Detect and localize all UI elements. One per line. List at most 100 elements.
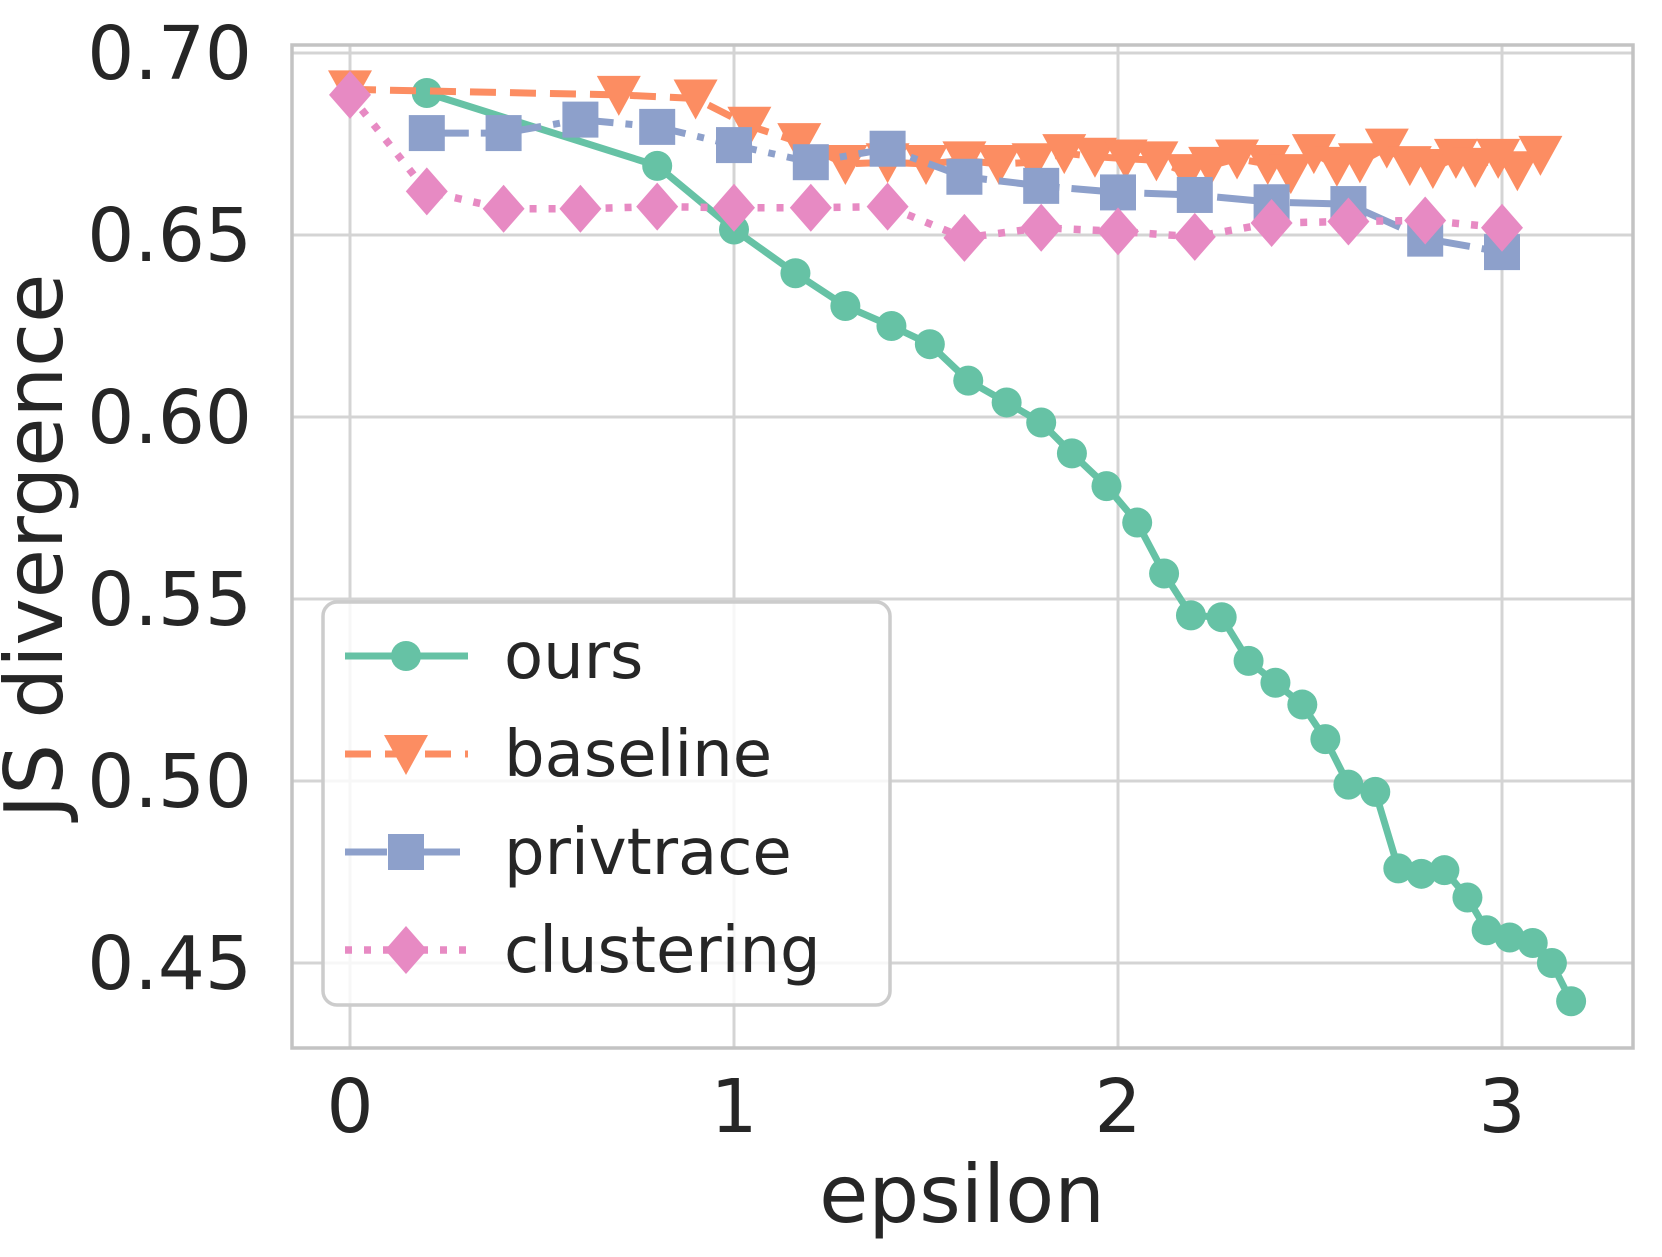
clustering-point bbox=[405, 167, 448, 216]
x-tick-label-1: 1 bbox=[710, 1064, 757, 1150]
y-tick-label-5: 0.45 bbox=[87, 921, 252, 1007]
ours-point bbox=[1406, 858, 1437, 889]
ours-point bbox=[914, 329, 945, 360]
privtrace-point bbox=[1176, 176, 1213, 213]
baseline-point bbox=[1268, 154, 1313, 195]
y-axis-tick-labels: 0.70 0.65 0.60 0.55 0.50 0.45 bbox=[87, 11, 252, 1007]
ours-point bbox=[1494, 922, 1525, 953]
clustering-legend-marker bbox=[385, 926, 427, 974]
privtrace-point bbox=[485, 115, 522, 152]
baseline-point bbox=[777, 123, 822, 164]
x-axis-label: epsilon bbox=[819, 1148, 1105, 1241]
y-tick-label-2: 0.60 bbox=[87, 375, 252, 461]
baseline-point bbox=[823, 145, 868, 186]
privtrace-point bbox=[639, 108, 676, 145]
ours-point bbox=[1122, 507, 1153, 538]
privtrace-point bbox=[1100, 174, 1136, 211]
clustering-point bbox=[866, 182, 909, 231]
ours-point bbox=[1536, 948, 1567, 978]
baseline-point bbox=[1291, 134, 1336, 175]
x-tick-label-2: 2 bbox=[1094, 1064, 1141, 1150]
legend-label-privtrace: privtrace bbox=[504, 816, 792, 890]
ours-point bbox=[1310, 724, 1341, 755]
x-axis-tick-labels: 0 1 2 3 bbox=[326, 1064, 1525, 1150]
ours-point bbox=[1206, 602, 1237, 633]
ours-point bbox=[1471, 915, 1502, 946]
privtrace-point bbox=[716, 127, 752, 164]
baseline-point bbox=[1453, 147, 1498, 188]
legend-box bbox=[321, 600, 892, 1007]
baseline-point bbox=[1364, 128, 1409, 169]
series-baseline bbox=[328, 70, 1563, 195]
baseline-point bbox=[1476, 138, 1521, 179]
ours-point bbox=[953, 365, 984, 396]
clustering-line bbox=[347, 92, 1503, 242]
ours-point bbox=[1517, 927, 1548, 958]
x-tick-label-0: 0 bbox=[326, 1064, 373, 1150]
baseline-point bbox=[1188, 146, 1233, 187]
privtrace-point bbox=[946, 158, 983, 195]
baseline-point bbox=[596, 75, 641, 116]
clustering-point bbox=[943, 213, 986, 262]
clustering-point bbox=[329, 70, 371, 119]
clustering-point bbox=[482, 184, 525, 233]
ours-point bbox=[780, 258, 811, 289]
ours-point bbox=[1260, 667, 1291, 698]
legend-label-baseline: baseline bbox=[504, 718, 772, 792]
plot-border bbox=[290, 43, 1635, 1050]
ours-point bbox=[1026, 407, 1057, 438]
ours-point bbox=[1429, 855, 1460, 886]
clustering-point bbox=[636, 182, 679, 231]
legend-item-baseline: baseline bbox=[345, 718, 772, 792]
legend-item-clustering: clustering bbox=[345, 914, 821, 988]
clustering-point bbox=[789, 183, 832, 232]
clustering-point bbox=[559, 184, 602, 233]
baseline-legend-marker bbox=[384, 735, 428, 775]
clustering-point bbox=[1404, 196, 1447, 245]
legend-label-clustering: clustering bbox=[504, 914, 821, 988]
ours-point bbox=[1175, 600, 1206, 631]
legend-items: ours baseline privtrace clustering bbox=[345, 620, 821, 988]
ours-point bbox=[830, 290, 861, 321]
clustering-point bbox=[713, 183, 755, 232]
baseline-point bbox=[1495, 151, 1540, 192]
ours-point bbox=[1233, 645, 1264, 676]
legend-label-ours: ours bbox=[504, 620, 643, 694]
ours-point bbox=[1149, 558, 1180, 589]
y-axis-label: JS divergence bbox=[0, 274, 81, 824]
clustering-point bbox=[1250, 198, 1293, 247]
ours-point bbox=[1333, 769, 1364, 800]
legend-item-ours: ours bbox=[345, 620, 643, 694]
ours-point bbox=[642, 150, 673, 181]
ours-point bbox=[1383, 853, 1414, 884]
baseline-point bbox=[1072, 137, 1117, 178]
y-tick-label-4: 0.50 bbox=[87, 739, 252, 825]
series-clustering bbox=[329, 70, 1523, 262]
baseline-point bbox=[1011, 143, 1056, 184]
privtrace-point bbox=[408, 115, 445, 152]
baseline-point bbox=[673, 79, 718, 120]
ours-point bbox=[876, 311, 907, 341]
ours-point bbox=[991, 387, 1022, 418]
privtrace-point bbox=[869, 130, 906, 167]
baseline-point bbox=[1518, 135, 1563, 176]
series-ours bbox=[411, 78, 1587, 1017]
clustering-point bbox=[1173, 212, 1216, 261]
ours-point bbox=[1556, 986, 1587, 1017]
privtrace-point bbox=[562, 101, 599, 138]
ours-point bbox=[1091, 471, 1122, 502]
privtrace-point bbox=[1023, 167, 1060, 204]
baseline-point bbox=[1042, 134, 1087, 175]
y-tick-label-1: 0.65 bbox=[87, 193, 252, 279]
y-tick-label-0: 0.70 bbox=[87, 11, 252, 97]
clustering-point bbox=[1020, 203, 1063, 252]
ours-legend-marker bbox=[391, 641, 421, 671]
baseline-point bbox=[1103, 139, 1148, 180]
legend: ours baseline privtrace clustering bbox=[321, 600, 892, 1007]
ours-point bbox=[411, 78, 442, 109]
ours-point bbox=[1452, 882, 1483, 913]
ours-point bbox=[1287, 689, 1318, 720]
ours-point bbox=[1360, 776, 1391, 807]
